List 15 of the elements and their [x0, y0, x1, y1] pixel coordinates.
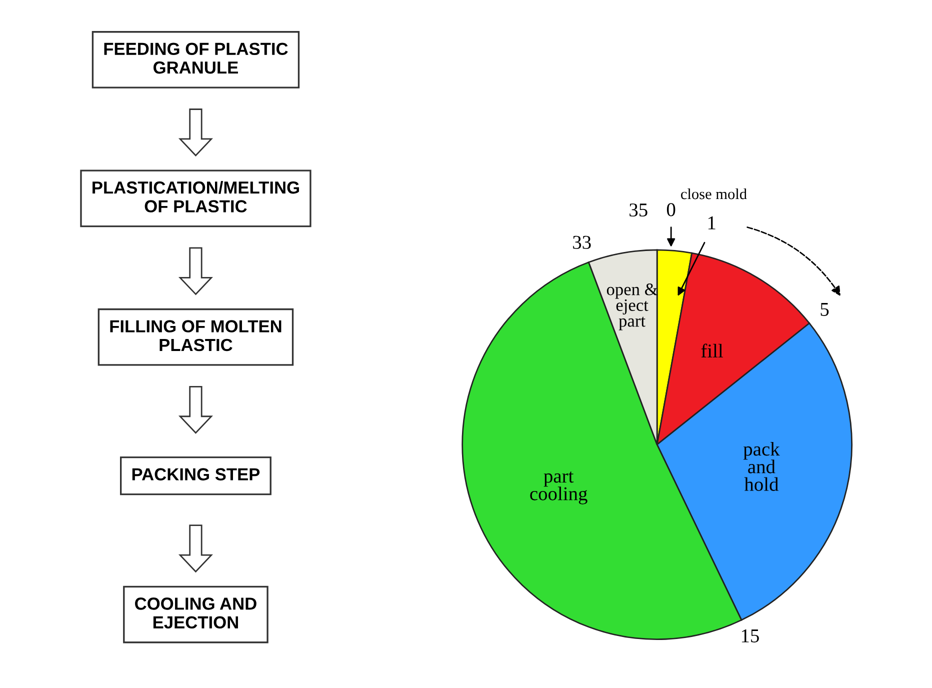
text: 33 [573, 236, 591, 249]
slice-label: pack and hold [743, 442, 780, 491]
text: 5 [820, 303, 829, 316]
text: PLASTICATION/MELTING OF PLASTIC [92, 180, 299, 212]
slice-label: close mold [681, 188, 747, 200]
text: FEEDING OF PLASTIC GRANULE [104, 42, 288, 74]
slice-label: part cooling [530, 472, 588, 504]
text: COOLING AND EJECTION [135, 598, 256, 629]
text: 1 [708, 216, 716, 230]
text: FILLING OF MOLTEN PLASTIC [110, 320, 282, 352]
text: 15 [742, 629, 759, 642]
slice-label: fill [701, 344, 723, 358]
text: 35 [630, 203, 648, 217]
text: PACKING STEP [132, 468, 260, 480]
text: 0 [666, 203, 676, 216]
